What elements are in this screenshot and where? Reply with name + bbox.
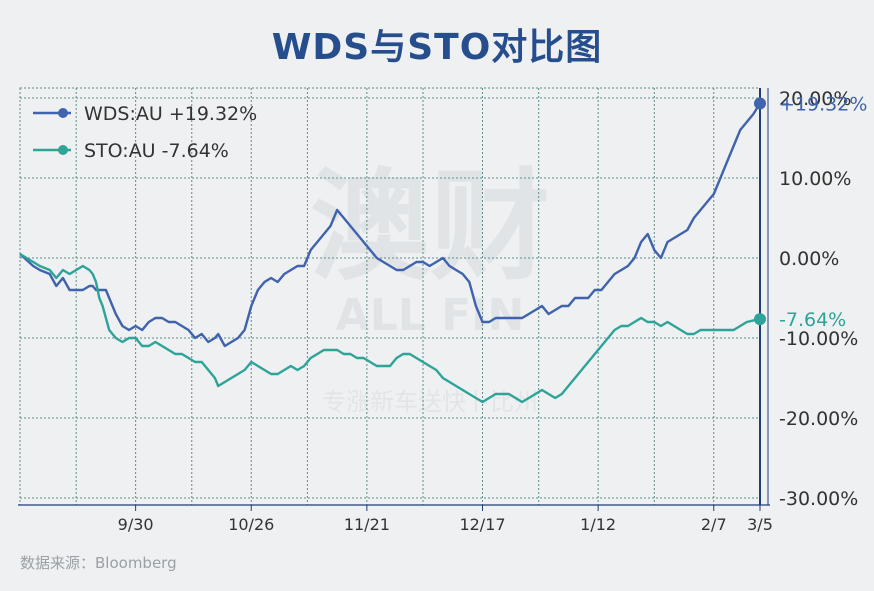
x-tick-label: 1/12 — [580, 515, 616, 534]
legend-marker — [58, 145, 68, 155]
x-tick-label: 11/21 — [344, 515, 390, 534]
series-line-wds — [19, 102, 762, 348]
x-tick-label: 12/17 — [459, 515, 505, 534]
y-tick-label: -20.00% — [779, 408, 858, 430]
watermark: 澳财 ALL FIN 专涨新车送快卜比州 — [310, 158, 550, 416]
axis-labels: 20.00% 10.00% 0.00% -10.00% -20.00% -30.00% 9/… — [118, 88, 868, 534]
series-end-marker — [754, 313, 766, 326]
x-tick-label: 9/30 — [118, 515, 154, 534]
y-tick-label: 20.00% — [779, 88, 851, 110]
legend-label: WDS:AU +19.32% — [84, 103, 257, 125]
x-tick-label: 3/5 — [747, 515, 773, 534]
y-tick-label: -30.00% — [779, 488, 858, 510]
legend-marker — [58, 108, 68, 118]
x-tick-label: 2/7 — [701, 515, 727, 534]
chart-title: WDS与STO对比图 — [271, 27, 603, 68]
series-end-label: +19.32% — [779, 93, 867, 115]
watermark-sub: 专涨新车送快卜比州 — [322, 388, 538, 416]
watermark-latin: ALL FIN — [336, 290, 525, 341]
y-tick-label: -10.00% — [779, 328, 858, 350]
y-tick-label: 10.00% — [779, 168, 851, 190]
grid — [18, 87, 770, 511]
legend-label: STO:AU -7.64% — [84, 140, 229, 162]
x-tick-label: 10/26 — [228, 515, 274, 534]
series-end-marker — [754, 97, 766, 110]
legend: WDS:AU +19.32% STO:AU -7.64% — [33, 103, 257, 162]
series-line-sto — [19, 252, 761, 404]
y-tick-label: 0.00% — [779, 248, 839, 270]
source-note: 数据来源：Bloomberg — [20, 554, 177, 572]
series-layer — [19, 97, 766, 404]
series-end-label: -7.64% — [779, 309, 846, 331]
watermark-main: 澳财 — [310, 158, 550, 297]
